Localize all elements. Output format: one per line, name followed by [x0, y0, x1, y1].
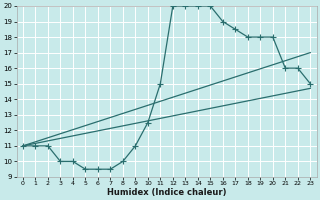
X-axis label: Humidex (Indice chaleur): Humidex (Indice chaleur) [107, 188, 226, 197]
